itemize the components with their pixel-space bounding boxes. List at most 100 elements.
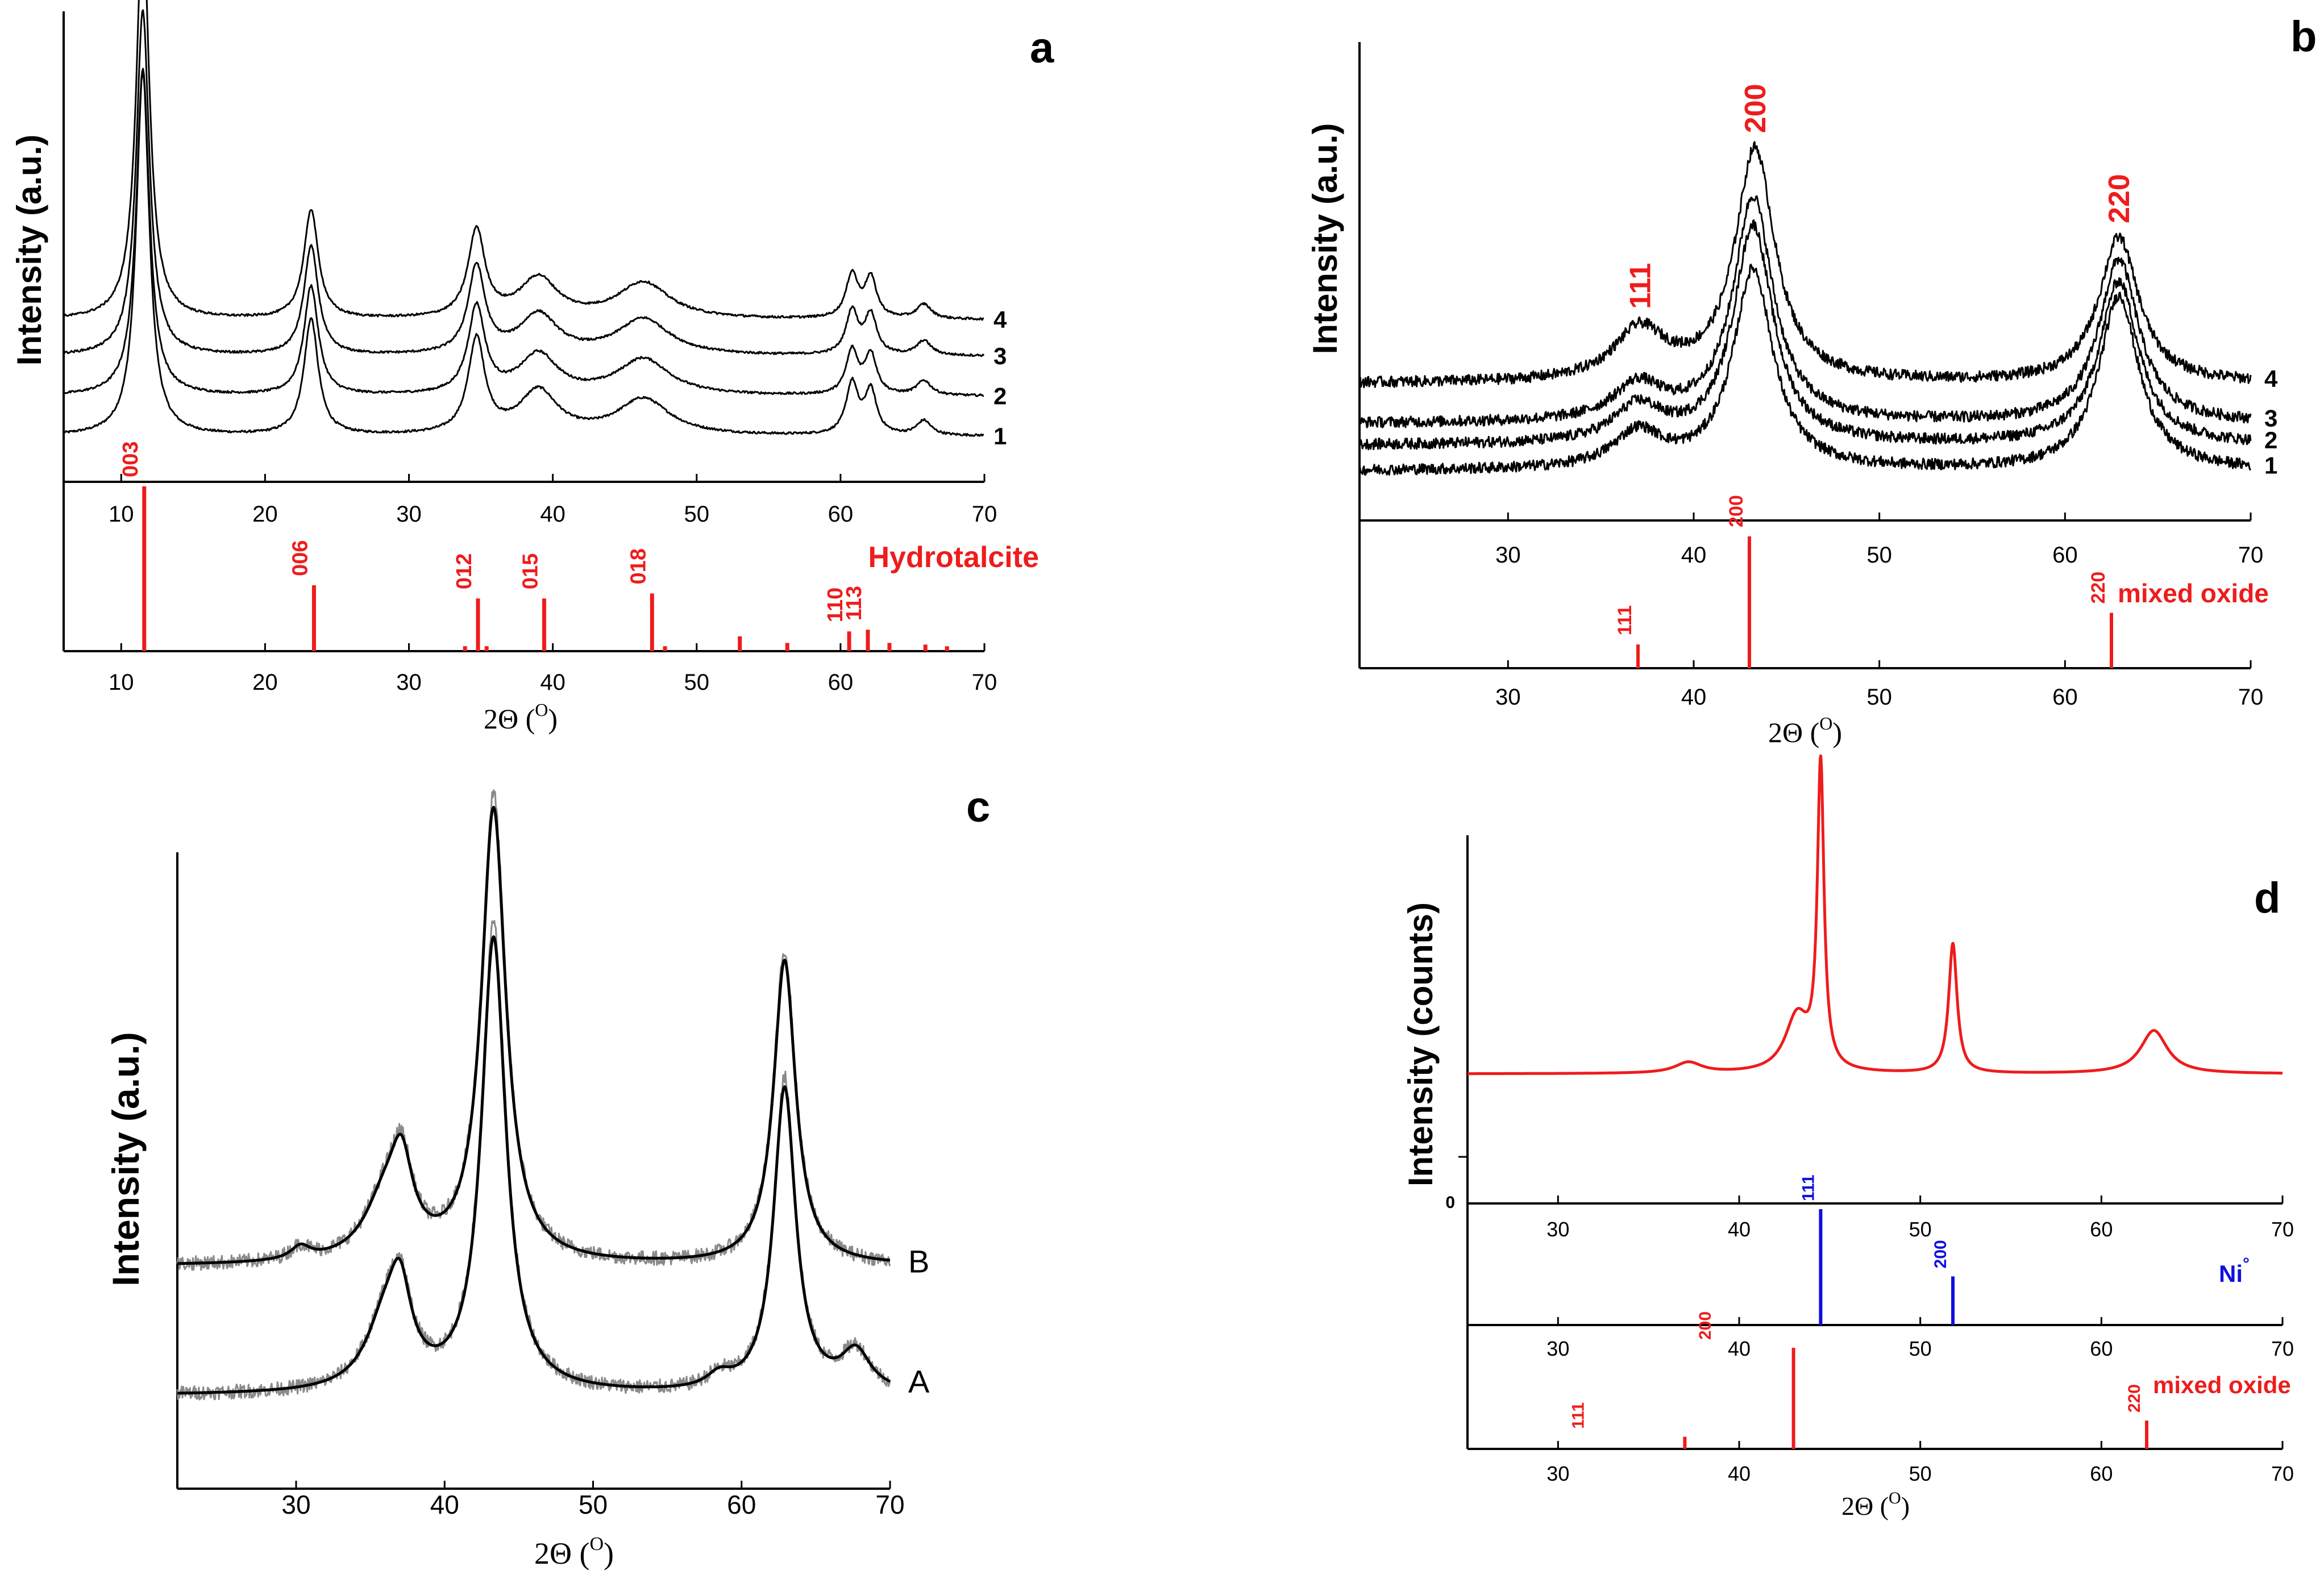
panel-c-curves xyxy=(176,789,891,1401)
panel-b-reference-lines: 111 200 220 xyxy=(1614,495,2113,668)
panel-d-ni-ref-label: 200 xyxy=(1931,1240,1950,1268)
panel-a-ref-label: 012 xyxy=(452,553,476,589)
panel-d-main-tick-label: 50 xyxy=(1909,1218,1932,1241)
panel-a-lower-tick-label: 30 xyxy=(396,670,422,695)
panel-d-oxide-tick-label: 70 xyxy=(2271,1462,2294,1485)
panel-d-oxide-ref-label: 111 xyxy=(1569,1402,1588,1429)
panel-d-ni-name-base: Ni xyxy=(2219,1260,2243,1287)
panel-b-series-1-line xyxy=(1358,264,2252,476)
panel-c-ylabel: Intensity (a.u.) xyxy=(105,1032,147,1286)
panel-d: d 0 Intensity (counts) 30 40 50 60 70 30 40 50 6… xyxy=(1402,754,2294,1520)
panel-d-xticks: 30 40 50 60 70 30 40 50 60 70 30 40 50 60 70 xyxy=(1546,1195,2294,1485)
panel-c-series-label: A xyxy=(908,1364,930,1399)
panel-d-oxide-ref-label: 220 xyxy=(2125,1384,2144,1413)
panel-b-series-label: 3 xyxy=(2264,405,2277,432)
panel-b-xlabel-sup: O xyxy=(1819,713,1832,734)
panel-b-series-4-line xyxy=(1358,141,2252,389)
panel-b-axes xyxy=(1358,42,2251,669)
panel-d-ni-reference-lines: 111 200 xyxy=(1799,1174,1955,1325)
panel-c-xlabel-sup: O xyxy=(589,1534,604,1555)
panel-d-y-zero: 0 xyxy=(1445,1193,1455,1212)
panel-a-axes xyxy=(63,11,984,652)
panel-a-series-label: 2 xyxy=(993,382,1007,409)
panel-b-ref-label: 200 xyxy=(1726,495,1747,527)
panel-a-series-label: 3 xyxy=(993,343,1007,369)
panel-d-main-tick-label: 60 xyxy=(2090,1218,2113,1241)
panel-d-axes xyxy=(1458,835,2283,1450)
panel-b-lower-tick-label: 70 xyxy=(2238,685,2264,710)
panel-a-ref-label: 113 xyxy=(842,586,866,620)
panel-b-curves xyxy=(1358,141,2252,476)
panel-a-xlabel-end: ) xyxy=(548,703,558,735)
panel-d-ni-tick-label: 70 xyxy=(2271,1337,2294,1360)
panel-b-series-labels: 123 4 xyxy=(2264,365,2278,478)
panel-d-letter: d xyxy=(2254,874,2280,922)
panel-b-series-label: 1 xyxy=(2264,452,2277,478)
panel-c-tick-label: 50 xyxy=(579,1490,608,1519)
panel-c-tick-label: 30 xyxy=(281,1490,310,1519)
panel-b-lower-tick-label: 40 xyxy=(1681,685,1707,710)
panel-d-ni-name-sup: ° xyxy=(2243,1255,2250,1273)
panel-b-upper-tick-label: 40 xyxy=(1681,543,1707,568)
panel-b-xlabel: 2Θ (O) xyxy=(1768,713,1842,748)
panel-b-letter: b xyxy=(2290,13,2317,61)
panel-a-lower-tick-label: 50 xyxy=(684,670,710,695)
panel-a-upper-tick-label: 60 xyxy=(828,502,854,527)
panel-b-lower-tick-label: 60 xyxy=(2052,685,2078,710)
panel-a-series-labels: 1 2 3 4 xyxy=(993,306,1007,449)
panel-a-curves xyxy=(63,0,985,437)
panel-a-upper-tick-label: 30 xyxy=(396,502,422,527)
panel-d-curves xyxy=(1466,754,2284,1076)
panel-d-ni-ref-label: 111 xyxy=(1799,1174,1818,1201)
panel-a-lower-tick-label: 20 xyxy=(252,670,278,695)
panel-b-upper-tick-label: 50 xyxy=(1866,543,1892,568)
panel-a: a Intensity (a.u.) 10 20 30 40 50 60 70 10 20 30 4… xyxy=(10,0,1054,735)
panel-d-main-tick-label: 30 xyxy=(1546,1218,1569,1241)
panel-a-ref-label: 015 xyxy=(518,553,542,589)
panel-a-upper-tick-label: 10 xyxy=(109,502,134,527)
panel-c-xlabel-end: ) xyxy=(604,1536,614,1570)
panel-b-series-2-line xyxy=(1358,219,2252,451)
panel-c-xticks: 30 40 50 60 70 xyxy=(281,1481,905,1519)
panel-b-lower-tick-label: 30 xyxy=(1495,685,1521,710)
panel-c-letter: c xyxy=(966,783,990,831)
panel-b-ref-name: mixed oxide xyxy=(2118,578,2269,608)
panel-b-xlabel-base: 2Θ ( xyxy=(1768,716,1819,748)
panel-a-series-4-line xyxy=(63,0,984,321)
panel-d-ni-tick-label: 60 xyxy=(2090,1337,2113,1360)
panel-d-oxide-ref-label: 200 xyxy=(1696,1311,1715,1340)
panel-d-ylabel: Intensity (counts) xyxy=(1402,902,1440,1186)
panel-d-ni-tick-label: 50 xyxy=(1909,1337,1932,1360)
panel-a-upper-tick-label: 70 xyxy=(972,502,997,527)
panel-a-ref-label: 110 xyxy=(824,588,847,622)
panel-d-oxide-reference-lines: 111 200 220 xyxy=(1569,1311,2148,1449)
panel-d-oxide-tick-label: 60 xyxy=(2090,1462,2113,1485)
panel-b-lower-tick-label: 50 xyxy=(1866,685,1892,710)
panel-a-upper-tick-label: 40 xyxy=(540,502,566,527)
panel-d-ni-name: Ni° xyxy=(2219,1255,2250,1287)
panel-c-xlabel-base: 2Θ ( xyxy=(534,1536,589,1570)
panel-d-series-line xyxy=(1466,754,2284,1076)
panel-c-tick-label: 70 xyxy=(875,1490,904,1519)
panel-b-peak-label: 111 xyxy=(1624,263,1657,309)
panel-a-series-3-line xyxy=(63,9,985,357)
panel-b-ylabel: Intensity (a.u.) xyxy=(1306,123,1344,355)
panel-d-xlabel-base: 2Θ ( xyxy=(1841,1492,1889,1520)
panel-c-series-A-fit xyxy=(176,935,891,1395)
panel-a-upper-tick-label: 20 xyxy=(252,502,278,527)
panel-a-xlabel-base: 2Θ ( xyxy=(484,703,535,735)
panel-a-ref-name: Hydrotalcite xyxy=(868,541,1039,574)
panel-d-oxide-tick-label: 50 xyxy=(1909,1462,1932,1485)
panel-b-ref-label: 111 xyxy=(1614,605,1636,635)
panel-c: c Intensity (a.u.) 30 40 50 60 70 AB 2Θ (O) xyxy=(105,783,990,1570)
panel-b-ref-label: 220 xyxy=(2088,572,2109,604)
panel-a-xticks: 10 20 30 40 50 60 70 10 20 30 40 50 60 70 xyxy=(109,474,997,695)
panel-b-upper-tick-label: 30 xyxy=(1495,543,1521,568)
panel-a-lower-tick-label: 70 xyxy=(972,670,997,695)
panel-a-ylabel: Intensity (a.u.) xyxy=(10,135,48,366)
panel-b-series-label: 4 xyxy=(2264,365,2278,392)
panel-a-lower-tick-label: 10 xyxy=(109,670,134,695)
panel-d-oxide-name: mixed oxide xyxy=(2153,1372,2291,1398)
